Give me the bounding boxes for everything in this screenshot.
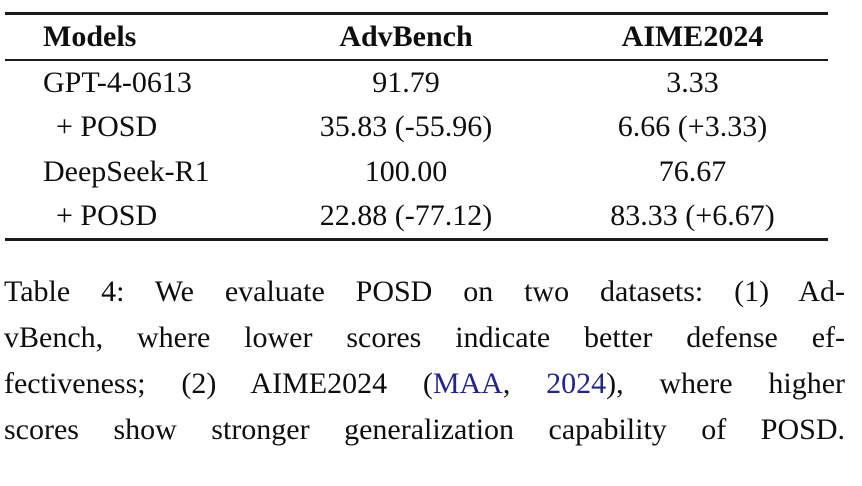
caption-line-3: fectiveness; (2) AIME2024 (MAA, 2024), w… — [4, 361, 845, 407]
citation-link-maa[interactable]: MAA — [432, 367, 503, 400]
caption-text: , — [502, 367, 547, 400]
aime2024-cell: 3.33 — [666, 65, 719, 99]
advbench-cell: 91.79 — [372, 65, 440, 99]
table-row: + POSD 35.83 (-55.96) 6.66 (+3.33) — [5, 105, 828, 150]
advbench-cell: 35.83 (-55.96) — [319, 110, 493, 143]
advbench-cell: 100.00 — [364, 155, 448, 188]
caption-text: ), where higher — [606, 367, 846, 400]
model-cell: DeepSeek-R1 — [43, 155, 210, 188]
paper-page: Models AdvBench AIME2024 GPT-4-0613 91.7… — [0, 12, 862, 486]
aime2024-cell: 76.67 — [658, 155, 727, 188]
column-header-aime2024: AIME2024 — [621, 19, 764, 53]
table-row: + POSD 22.88 (-77.12) 83.33 (+6.67) — [5, 195, 828, 240]
column-header-advbench: AdvBench — [339, 19, 473, 53]
model-cell: GPT-4-0613 — [43, 65, 192, 99]
aime2024-cell: 83.33 (+6.67) — [610, 199, 775, 233]
caption-line-1: Table 4: We evaluate POSD on two dataset… — [4, 269, 845, 315]
caption-line-4: scores show stronger generalization capa… — [4, 407, 845, 453]
model-cell: + POSD — [56, 110, 158, 143]
caption-text: scores show stronger generalization capa… — [4, 413, 845, 446]
column-header-models: Models — [43, 19, 137, 53]
results-table: Models AdvBench AIME2024 GPT-4-0613 91.7… — [5, 12, 828, 241]
caption-line-2: vBench, where lower scores indicate bett… — [4, 315, 845, 361]
aime2024-cell: 6.66 (+3.33) — [617, 110, 768, 143]
citation-link-year[interactable]: 2024 — [546, 367, 607, 400]
table-header-row: Models AdvBench AIME2024 — [5, 14, 828, 60]
table-caption: Table 4: We evaluate POSD on two dataset… — [4, 269, 845, 453]
caption-text: vBench, where lower scores indicate bett… — [4, 321, 845, 354]
advbench-cell: 22.88 (-77.12) — [319, 199, 493, 233]
caption-text: fectiveness; (2) AIME2024 ( — [4, 367, 433, 400]
model-cell: + POSD — [56, 199, 158, 233]
caption-text: Table 4: We evaluate POSD on two dataset… — [4, 275, 845, 308]
table-row: DeepSeek-R1 100.00 76.67 — [5, 150, 828, 195]
table-row: GPT-4-0613 91.79 3.33 — [5, 60, 828, 105]
